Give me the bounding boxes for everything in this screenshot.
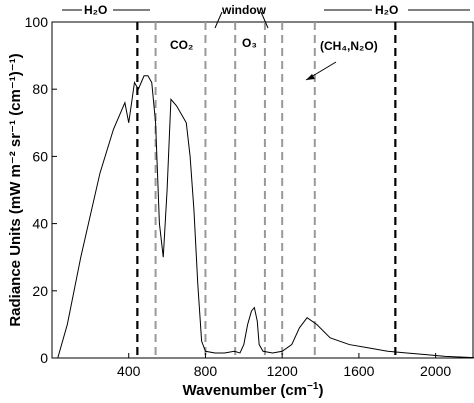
- x-tick-label-1200: 1200: [267, 363, 298, 379]
- plot-area-border: [51, 21, 474, 359]
- x-tick-label-1600: 1600: [343, 363, 374, 379]
- x-tick-label-400: 400: [117, 363, 141, 379]
- y-tick-label-100: 100: [25, 14, 49, 30]
- axis-ticks: 0 20 40 60 80 100 400 800 1200 1600 2000: [25, 14, 452, 379]
- window-arrow-right: [260, 11, 269, 29]
- x-tick-label-2000: 2000: [420, 363, 451, 379]
- window-arrow-left: [214, 11, 223, 29]
- ch4-n2o-arrowhead: [306, 74, 315, 80]
- h2o-left-label: H₂O: [84, 3, 107, 17]
- y-tick-label-80: 80: [32, 81, 48, 97]
- x-tick-label-800: 800: [194, 363, 218, 379]
- y-tick-label-60: 60: [32, 148, 48, 164]
- y-tick-label-20: 20: [32, 283, 48, 299]
- x-axis-label-sup: −1: [307, 381, 319, 392]
- x-axis-label-main: Wavenumber (cm: [183, 382, 307, 399]
- window-label: window: [221, 3, 267, 17]
- x-axis-label-end: ): [318, 382, 323, 399]
- spectrum-line-0: [57, 75, 474, 359]
- dashed-vertical-lines: [136, 22, 397, 358]
- plot-frame: [51, 21, 474, 359]
- spectrum-series: [57, 75, 474, 359]
- y-tick-label-40: 40: [32, 216, 48, 232]
- annotations: H₂O H₂O window CO₂ O₃ (CH₄,N₂O): [62, 3, 470, 81]
- ch4-n2o-label: (CH₄,N₂O): [320, 39, 378, 53]
- y-tick-label-0: 0: [40, 350, 48, 366]
- y-axis-label: Radiance Units (mW m⁻² sr⁻¹ (cm⁻¹)⁻¹): [7, 53, 24, 326]
- h2o-right-label: H₂O: [375, 3, 398, 17]
- o3-label: O₃: [242, 36, 257, 50]
- co2-label: CO₂: [170, 38, 193, 52]
- x-axis-label: Wavenumber (cm−1): [183, 381, 324, 399]
